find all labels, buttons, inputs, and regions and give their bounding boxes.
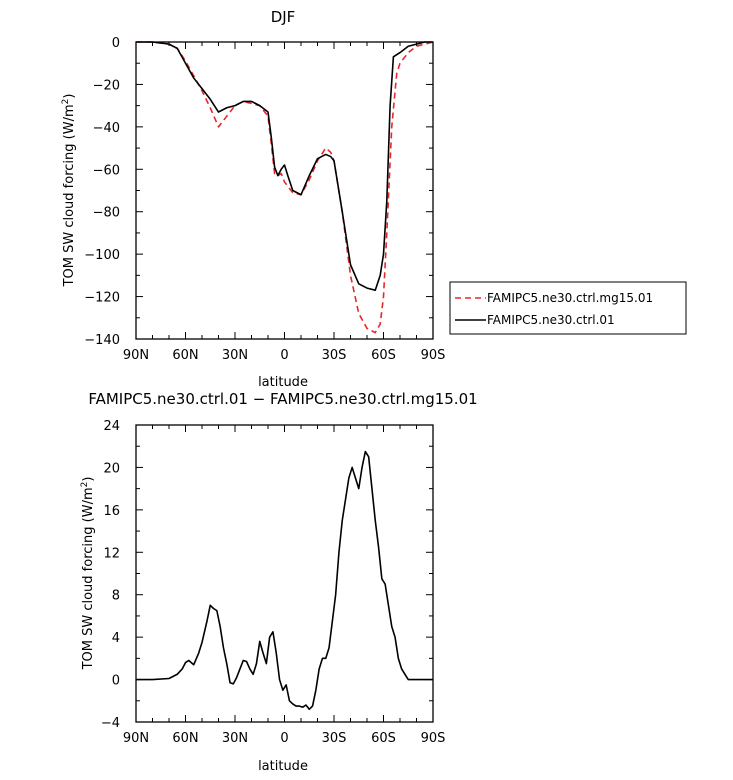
legend: FAMIPC5.ne30.ctrl.mg15.01 FAMIPC5.ne30.c… [449, 281, 687, 335]
series-line-1 [136, 450, 433, 711]
x-tick-label: 60N [172, 348, 198, 363]
plot-frame [135, 41, 434, 340]
x-tick-label: 90S [421, 348, 446, 363]
x-tick-label: 90N [123, 348, 149, 363]
y-axis-label: TOM SW cloud forcing (W/m2) [80, 477, 96, 671]
y-axis-label: TOM SW cloud forcing (W/m2) [61, 94, 77, 288]
legend-label-ctrl: FAMIPC5.ne30.ctrl.01 [487, 313, 615, 327]
x-tick-label: 60S [371, 731, 396, 746]
y-tick-label: −4 [101, 716, 120, 731]
x-tick-label: 0 [280, 731, 288, 746]
x-ticks: 90N 60N 30N 0 30S 60S 90S [123, 425, 446, 746]
plot-frame [135, 424, 434, 723]
chart-djf: DJF 90N 60N 30N 0 30S 60S 90S 0 −20 −40 −60 −80 −10… [61, 8, 687, 390]
y-tick-label: 16 [103, 504, 120, 519]
chart-title: FAMIPC5.ne30.ctrl.01 − FAMIPC5.ne30.ctrl… [88, 390, 477, 408]
y-tick-label: −80 [93, 206, 120, 221]
y-ticks: 0 −20 −40 −60 −80 −100 −120 −140 [84, 36, 433, 348]
y-tick-label: 12 [103, 546, 120, 561]
series-line-2 [136, 41, 433, 292]
x-ticks: 90N 60N 30N 0 30S 60S 90S [123, 42, 446, 363]
chart-difference: FAMIPC5.ne30.ctrl.01 − FAMIPC5.ne30.ctrl… [80, 390, 478, 774]
y-tick-label: −140 [84, 333, 120, 348]
x-tick-label: 30S [322, 731, 347, 746]
y-tick-label: 8 [112, 589, 120, 604]
chart-title: DJF [271, 8, 296, 26]
y-tick-label: 0 [112, 674, 120, 689]
y-tick-label: −100 [84, 248, 120, 263]
x-tick-label: 30N [222, 731, 248, 746]
y-tick-label: 24 [103, 419, 120, 434]
series-lines [136, 450, 433, 711]
x-tick-label: 30S [322, 348, 347, 363]
x-tick-label: 90N [123, 731, 149, 746]
legend-box [449, 281, 687, 335]
series-line-1 [136, 41, 434, 334]
series-lines [136, 41, 434, 334]
x-axis-label: latitude [258, 759, 308, 774]
x-tick-label: 60N [172, 731, 198, 746]
x-tick-label: 30N [222, 348, 248, 363]
x-tick-label: 0 [280, 348, 288, 363]
y-tick-label: −40 [93, 121, 120, 136]
legend-label-mg15: FAMIPC5.ne30.ctrl.mg15.01 [487, 291, 653, 305]
y-tick-label: 0 [112, 36, 120, 51]
y-tick-label: −20 [93, 78, 120, 93]
y-tick-label: 20 [103, 461, 120, 476]
y-tick-label: 4 [112, 631, 120, 646]
y-ticks: 24 20 16 12 8 4 0 −4 [101, 419, 433, 731]
y-tick-label: −120 [84, 291, 120, 306]
x-tick-label: 60S [371, 348, 396, 363]
y-tick-label: −60 [93, 163, 120, 178]
x-axis-label: latitude [258, 375, 308, 390]
x-tick-label: 90S [421, 731, 446, 746]
